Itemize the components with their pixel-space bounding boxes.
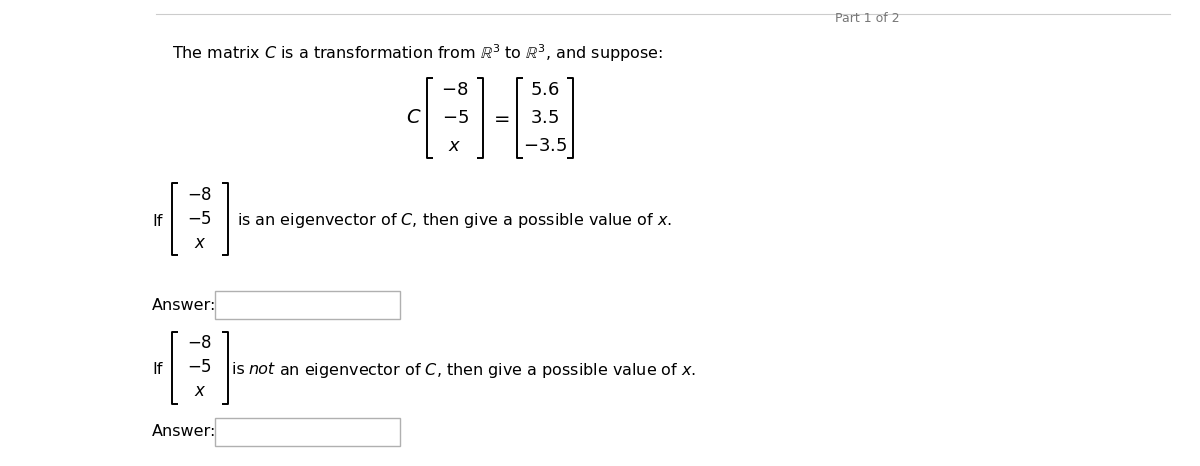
Text: $x$: $x$ bbox=[449, 137, 462, 155]
Text: Answer:: Answer: bbox=[152, 425, 216, 439]
Bar bbox=[215, 291, 400, 319]
Text: The matrix $C$ is a transformation from $\mathbb{R}^3$ to $\mathbb{R}^3$, and su: The matrix $C$ is a transformation from … bbox=[172, 42, 664, 64]
Text: $-5$: $-5$ bbox=[187, 211, 212, 227]
Text: $5.6$: $5.6$ bbox=[530, 81, 559, 99]
Text: an eigenvector of $C$, then give a possible value of $x$.: an eigenvector of $C$, then give a possi… bbox=[274, 361, 696, 379]
Text: not: not bbox=[248, 363, 274, 377]
Text: is: is bbox=[232, 363, 250, 377]
Text: $x$: $x$ bbox=[193, 234, 206, 252]
Text: $-8$: $-8$ bbox=[187, 186, 212, 204]
Text: Part 1 of 2: Part 1 of 2 bbox=[835, 12, 900, 25]
Text: $-5$: $-5$ bbox=[187, 359, 212, 377]
Text: $=$: $=$ bbox=[490, 109, 510, 128]
Text: If: If bbox=[152, 363, 162, 377]
Text: $-5$: $-5$ bbox=[442, 109, 468, 127]
Text: is an eigenvector of $C$, then give a possible value of $x$.: is an eigenvector of $C$, then give a po… bbox=[232, 212, 672, 231]
Text: $-8$: $-8$ bbox=[442, 81, 469, 99]
Text: $3.5$: $3.5$ bbox=[530, 109, 559, 127]
Text: If: If bbox=[152, 213, 162, 228]
Text: $x$: $x$ bbox=[193, 384, 206, 400]
Text: $-3.5$: $-3.5$ bbox=[523, 137, 568, 155]
Text: $C$: $C$ bbox=[407, 109, 421, 127]
Text: $-8$: $-8$ bbox=[187, 336, 212, 352]
Bar bbox=[215, 418, 400, 446]
Text: Answer:: Answer: bbox=[152, 297, 216, 313]
